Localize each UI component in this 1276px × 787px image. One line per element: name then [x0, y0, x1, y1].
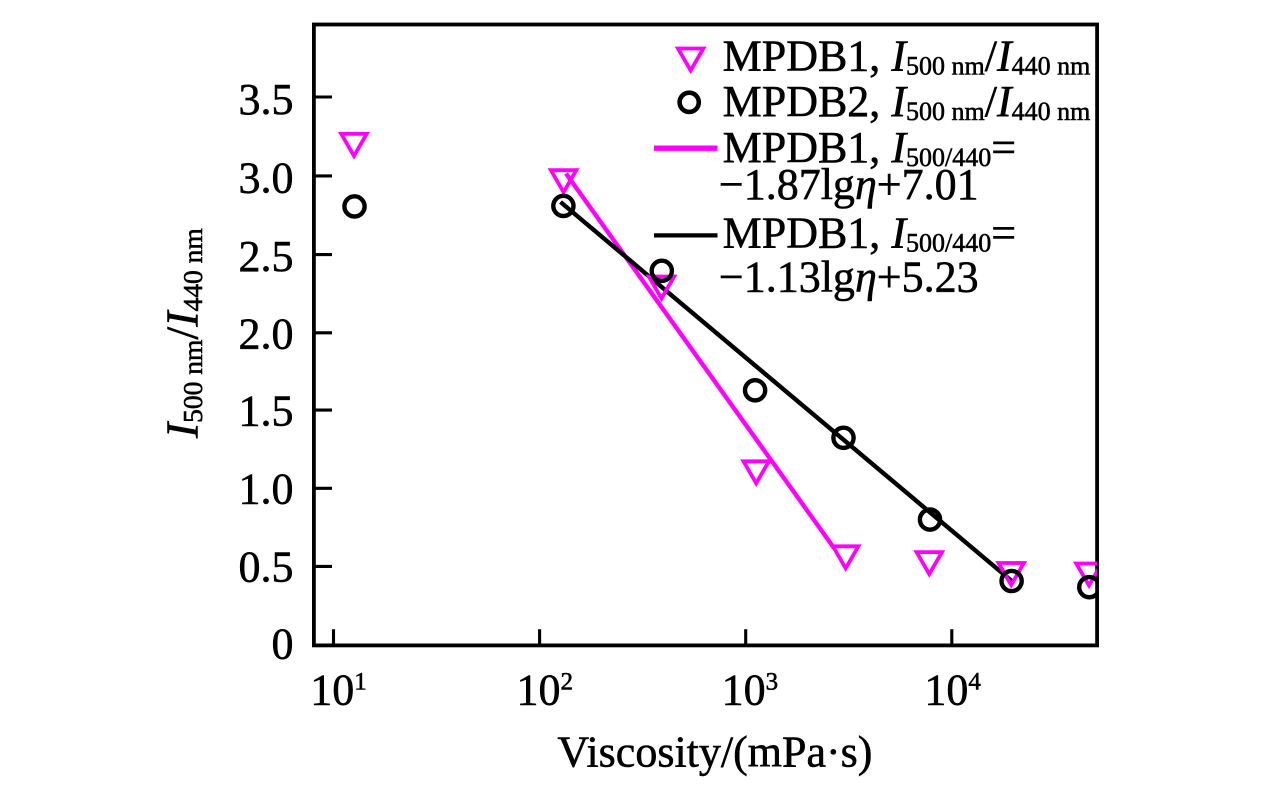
svg-text:I500 nm/I440 nm: I500 nm/I440 nm [157, 228, 208, 439]
svg-text:Viscosity/(mPa·s): Viscosity/(mPa·s) [557, 727, 872, 776]
svg-text:MPDB1, I500 nm/I440 nm: MPDB1, I500 nm/I440 nm [723, 32, 1091, 81]
svg-text:104: 104 [924, 666, 981, 715]
svg-text:0.5: 0.5 [239, 542, 294, 591]
svg-text:3.5: 3.5 [239, 75, 294, 124]
svg-text:1.5: 1.5 [239, 387, 294, 436]
svg-text:MPDB1, I500/440=: MPDB1, I500/440= [723, 209, 1016, 258]
svg-text:−1.13lgη+5.23: −1.13lgη+5.23 [719, 253, 979, 302]
svg-text:0: 0 [272, 619, 294, 668]
svg-text:−1.87lgη+7.01: −1.87lgη+7.01 [719, 160, 979, 209]
svg-text:102: 102 [517, 666, 574, 715]
svg-text:MPDB2, I500 nm/I440 nm: MPDB2, I500 nm/I440 nm [723, 77, 1091, 126]
svg-text:2.5: 2.5 [239, 232, 294, 281]
svg-text:1.0: 1.0 [239, 465, 294, 514]
svg-text:103: 103 [722, 666, 779, 715]
svg-text:2.0: 2.0 [239, 310, 294, 359]
svg-text:3.0: 3.0 [239, 153, 294, 202]
svg-text:101: 101 [310, 666, 367, 715]
